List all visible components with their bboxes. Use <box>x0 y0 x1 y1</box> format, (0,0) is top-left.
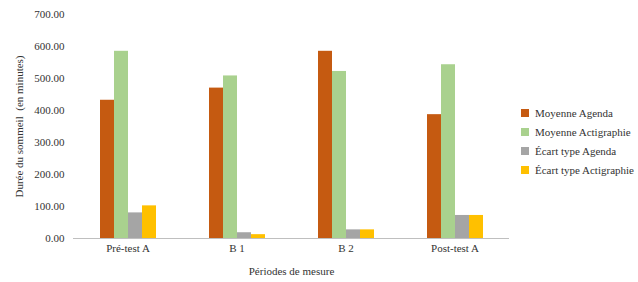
html-text:Écart type Actigraphie: Écart type Actigraphie <box>535 163 634 176</box>
svg-text:200.00: 200.00 <box>34 168 65 180</box>
svg-text:500.00: 500.00 <box>34 72 65 84</box>
svg-text:B 1: B 1 <box>229 242 245 254</box>
svg-text:Post-test A: Post-test A <box>431 242 479 254</box>
svg-text:300.00: 300.00 <box>34 136 65 148</box>
svg-text:Pré-test A: Pré-test A <box>106 242 150 254</box>
svg-text:B 2: B 2 <box>338 242 354 254</box>
svg-text:100.00: 100.00 <box>34 200 65 212</box>
svg-text:400.00: 400.00 <box>34 104 65 116</box>
svg-text:Périodes de mesure: Périodes de mesure <box>249 265 335 277</box>
html-text:Moyenne Agenda: Moyenne Agenda <box>535 106 613 119</box>
svg-text:Durée du sommeil (en minutes): Durée du sommeil (en minutes) <box>13 55 26 197</box>
html-text:Écart type Agenda: Écart type Agenda <box>535 144 617 157</box>
svg-text:700.00: 700.00 <box>34 8 65 20</box>
svg-text:0.00: 0.00 <box>45 232 65 244</box>
svg-text:600.00: 600.00 <box>34 40 65 52</box>
html-text:Moyenne Actigraphie: Moyenne Actigraphie <box>535 125 631 138</box>
